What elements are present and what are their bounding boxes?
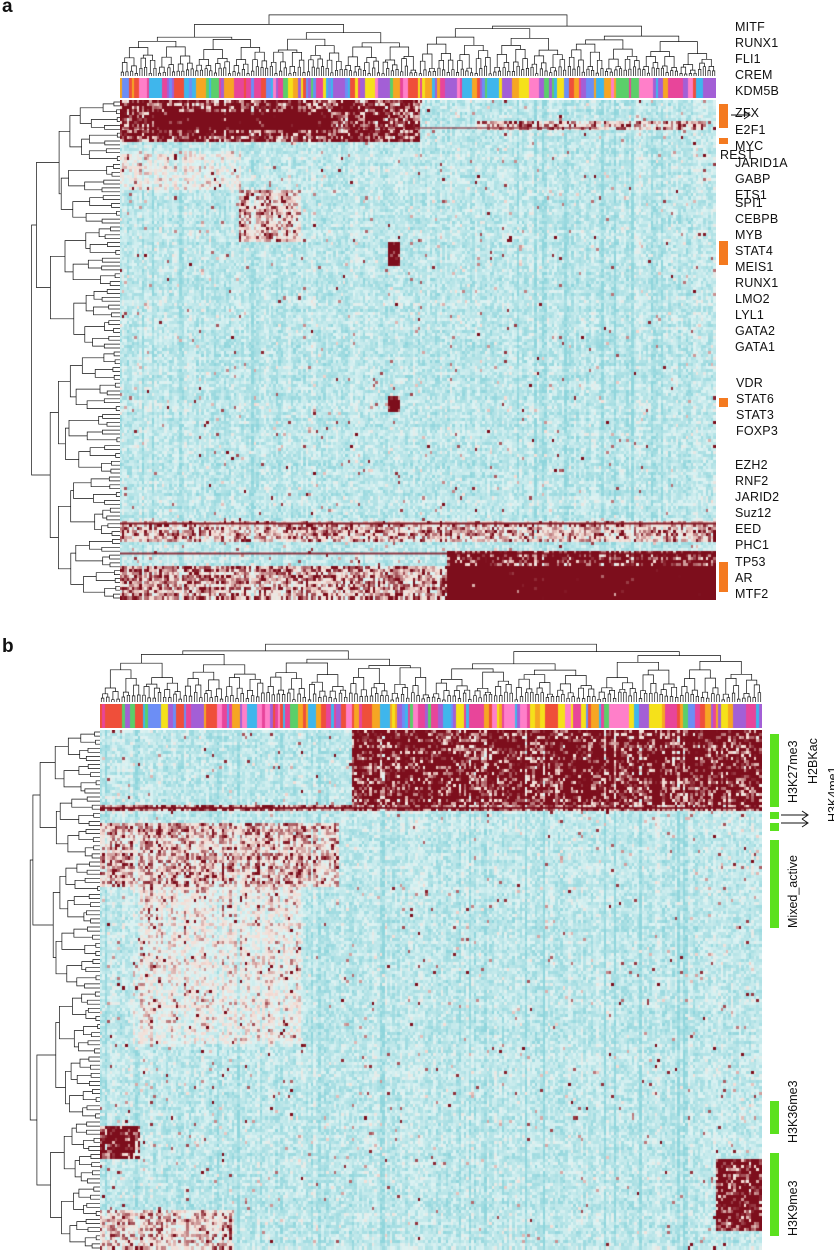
panel-a-label: LMO2 — [735, 292, 770, 306]
panel-b-label: H3K9me3 — [786, 1180, 800, 1236]
panel-a-label: STAT6 — [736, 392, 775, 406]
panel-a-label: EED — [735, 522, 762, 536]
panel-a-label: ETS1 — [735, 188, 768, 202]
panel-b-cluster-marker — [770, 823, 779, 831]
panel-a-cluster-marker — [719, 241, 728, 265]
panel-a-label: VDR — [736, 376, 763, 390]
panel-a-label: STAT4 — [735, 244, 774, 258]
panel-b-cluster-marker — [770, 1101, 779, 1134]
panel-a-cluster-marker — [719, 562, 728, 592]
panel-a-label: EZH2 — [735, 458, 768, 472]
panel-b-label: H3K4me1 — [826, 766, 834, 822]
panel-b-cluster-marker — [770, 1153, 779, 1236]
panel-a-label: E2F1 — [735, 123, 766, 137]
panel-a-heatmap — [120, 100, 716, 600]
panel-a-arrow-icon — [731, 110, 751, 120]
panel-a-side-label: REST — [720, 148, 755, 162]
panel-a-label: FOXP3 — [736, 424, 778, 438]
panel-a-label: RUNX1 — [735, 36, 779, 50]
panel-a-label: GABP — [735, 172, 771, 186]
panel-a-cluster-marker — [719, 398, 728, 407]
panel-b-heatmap — [100, 730, 762, 1250]
panel-a-label: KDM5B — [735, 84, 780, 98]
panel-a-column-dendrogram — [120, 14, 716, 76]
panel-a-annotation-bar — [120, 78, 716, 98]
panel-a-label: MITF — [735, 20, 765, 34]
panel-b-label: H3K27me3 — [786, 740, 800, 803]
panel-b-column-dendrogram — [100, 643, 762, 702]
panel-a-label: CEBPB — [735, 212, 779, 226]
panel-b-cluster-marker — [770, 840, 779, 928]
panel-a-cluster-marker — [719, 104, 728, 128]
panel-b-row-dendrogram — [29, 731, 100, 1249]
panel-a-label: FLI1 — [735, 52, 761, 66]
panel-a-label: RUNX1 — [735, 276, 779, 290]
panel-b-label: H2BKac — [806, 738, 820, 784]
panel-a-label: MEIS1 — [735, 260, 774, 274]
panel-a-label: MYC — [735, 139, 764, 153]
panel-a-label: CREM — [735, 68, 773, 82]
panel-a-label: SPI1 — [735, 196, 763, 210]
panel-a-label: AR — [735, 571, 753, 585]
panel-a-label: GATA2 — [735, 324, 776, 338]
panel-b-arrow-icon — [781, 810, 809, 828]
panel-b-label: Mixed_active — [786, 855, 800, 928]
panel-b-cluster-marker — [770, 812, 779, 819]
panel-b-label: H3K36me3 — [786, 1080, 800, 1143]
panel-b-cluster-marker — [770, 734, 779, 807]
panel-a-label: JARID1A — [735, 156, 788, 170]
panel-b-annotation-bar — [100, 704, 762, 728]
panel-a-label: MYB — [735, 228, 763, 242]
panel-a-label: GATA1 — [735, 340, 776, 354]
panel-a-label: JARID2 — [735, 490, 780, 504]
panel-b-letter: b — [2, 636, 14, 657]
panel-a-label: STAT3 — [736, 408, 775, 422]
panel-a-label: LYL1 — [735, 308, 765, 322]
panel-a-label: MTF2 — [735, 587, 769, 601]
panel-a-label: Suz12 — [735, 506, 772, 520]
panel-a-row-dendrogram — [31, 101, 120, 599]
panel-a-cluster-marker — [719, 138, 728, 144]
panel-a-label: RNF2 — [735, 474, 769, 488]
panel-a-label: PHC1 — [735, 538, 770, 552]
panel-a-letter: a — [2, 0, 13, 17]
panel-a-label: TP53 — [735, 555, 766, 569]
